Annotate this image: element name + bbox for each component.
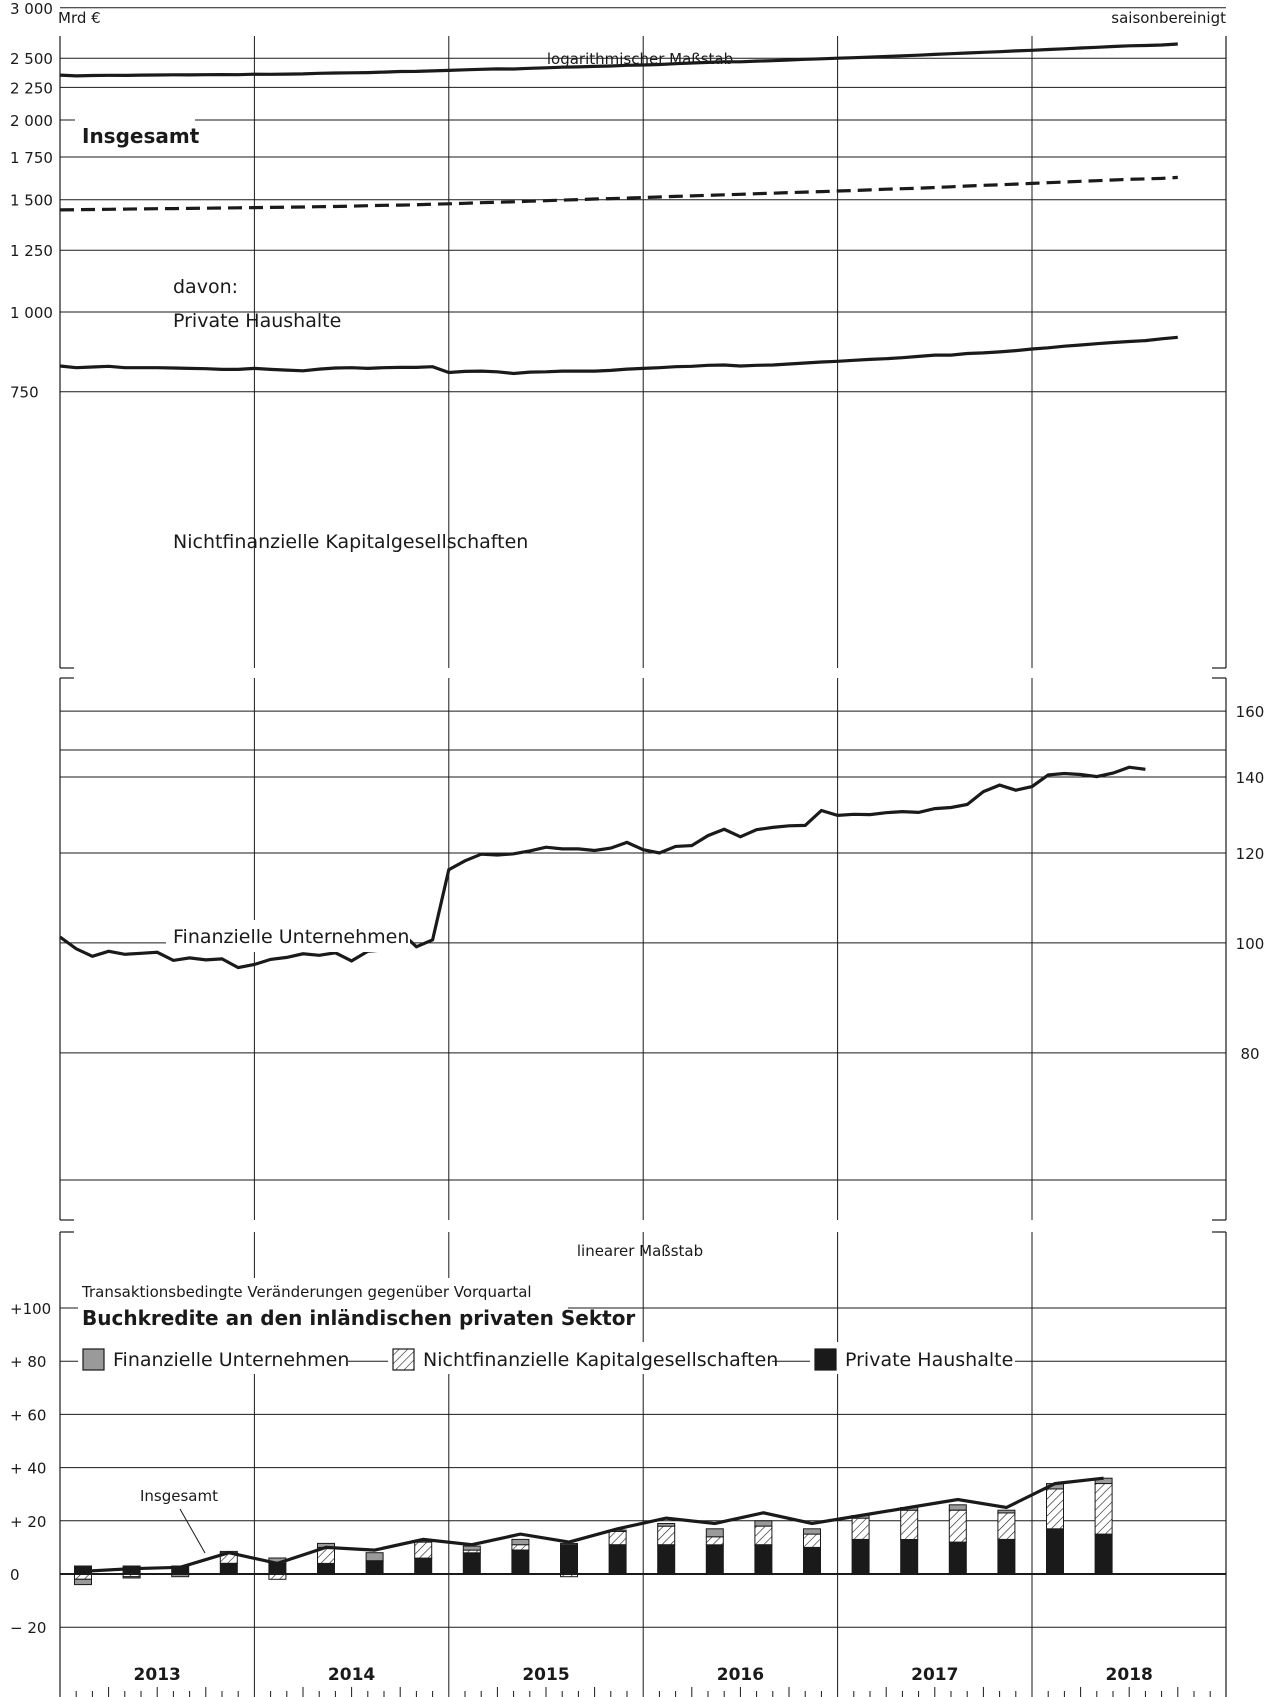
- y-tick-label-left: 1 750: [10, 149, 53, 167]
- series-line-nichtfinanzielle: [59, 335, 1178, 376]
- y-tick-label-bar: + 40: [10, 1460, 46, 1478]
- bar-finanzielle: [754, 1520, 773, 1527]
- bar-private-haushalte: [754, 1544, 773, 1575]
- bar-private-haushalte: [219, 1562, 238, 1575]
- bar-finanzielle: [803, 1528, 821, 1535]
- series-line-private-haushalte: [59, 175, 1178, 212]
- bar-private-haushalte: [317, 1562, 335, 1575]
- bar-private-haushalte: [608, 1544, 627, 1575]
- y-tick-label-left: 2 500: [10, 50, 53, 68]
- bar-nichtfinanzielle: [803, 1533, 821, 1548]
- bar-legend: Finanzielle Unternehmen Nichtfinanzielle…: [78, 1342, 1015, 1374]
- bar-series: [74, 1477, 1113, 1586]
- bar-finanzielle: [462, 1545, 481, 1551]
- y-tick-label-bar: + 80: [10, 1353, 46, 1371]
- legend-label-finanzielle: Finanzielle Unternehmen: [113, 1349, 349, 1371]
- series-line-bar-insgesamt: [82, 1476, 1104, 1573]
- x-tick-label-year: 2018: [1106, 1665, 1153, 1685]
- bar-nichtfinanzielle: [900, 1509, 919, 1540]
- series-line-insgesamt: [59, 42, 1178, 78]
- bar-finanzielle: [948, 1504, 967, 1511]
- y-tick-label-right: 140: [1236, 769, 1265, 787]
- y-tick-label-right: 80: [1240, 1045, 1259, 1063]
- bar-finanzielle: [657, 1523, 676, 1527]
- bar-finanzielle: [365, 1552, 384, 1562]
- bar-private-haushalte: [851, 1538, 870, 1575]
- bar-nichtfinanzielle: [754, 1525, 773, 1546]
- label-nichtfinanzielle: Nichtfinanzielle Kapitalgesellschaften: [173, 531, 528, 553]
- x-tick-label-year: 2015: [522, 1665, 569, 1685]
- label-private-haushalte: Private Haushalte: [173, 310, 341, 332]
- y-tick-label-bar: + 20: [10, 1513, 46, 1531]
- x-tick-label-year: 2017: [911, 1665, 958, 1685]
- y-tick-label-right: 160: [1236, 703, 1265, 721]
- y-tick-label-left: 1 000: [10, 304, 53, 322]
- bar-private-haushalte: [462, 1552, 481, 1575]
- bar-private-haushalte: [511, 1549, 530, 1575]
- linear-scale-label: linearer Maßstab: [577, 1242, 703, 1260]
- legend-label-private-haushalte: Private Haushalte: [845, 1349, 1013, 1371]
- bar-nichtfinanzielle: [705, 1536, 724, 1546]
- bar-private-haushalte: [1046, 1528, 1064, 1575]
- y-tick-label-right: 100: [1236, 935, 1265, 953]
- bar-nichtfinanzielle: [657, 1525, 676, 1546]
- y-tick-label-left: 2 250: [10, 79, 53, 97]
- bar-nichtfinanzielle: [997, 1512, 1016, 1540]
- bar-private-haushalte: [948, 1541, 967, 1575]
- bar-private-haushalte: [997, 1538, 1016, 1575]
- unit-label: Mrd €: [58, 9, 101, 27]
- legend-label-nichtfinanzielle: Nichtfinanzielle Kapitalgesellschaften: [423, 1349, 778, 1371]
- legend-swatch-private-haushalte: [814, 1348, 837, 1371]
- seasonal-label: saisonbereinigt: [1111, 9, 1226, 27]
- x-tick-label-year: 2013: [134, 1665, 181, 1685]
- bar-finanzielle: [122, 1576, 141, 1579]
- y-tick-label-bar: − 20: [10, 1619, 46, 1637]
- bar-private-haushalte: [657, 1544, 676, 1575]
- y-tick-label-left: 3 000: [10, 0, 53, 18]
- bar-nichtfinanzielle: [511, 1544, 530, 1551]
- y-tick-label-bar: 0: [10, 1566, 20, 1584]
- bar-subtitle: Transaktionsbedingte Veränderungen gegen…: [81, 1283, 532, 1301]
- bar-finanzielle: [74, 1578, 92, 1586]
- y-tick-label-left: 750: [10, 384, 39, 402]
- bar-title: Buchkredite an den inländischen privaten…: [82, 1306, 635, 1330]
- label-finanzielle-unternehmen: Finanzielle Unternehmen: [173, 926, 409, 948]
- panel-frames: [59, 36, 1227, 1697]
- bar-nichtfinanzielle: [1046, 1488, 1064, 1530]
- x-tick-label-year: 2016: [717, 1665, 764, 1685]
- legend-swatch-finanzielle: [82, 1348, 105, 1371]
- bar-private-haushalte: [560, 1544, 578, 1575]
- bar-finanzielle: [511, 1538, 530, 1546]
- bar-private-haushalte: [414, 1557, 433, 1575]
- bar-nichtfinanzielle: [608, 1530, 627, 1546]
- series-line-finanzielle-unternehmen: [59, 765, 1146, 970]
- y-tick-label-right: 120: [1236, 845, 1265, 863]
- bar-nichtfinanzielle: [851, 1517, 870, 1540]
- bar-nichtfinanzielle: [948, 1509, 967, 1543]
- bar-nichtfinanzielle: [414, 1541, 433, 1559]
- y-tick-labels: 750 1 000 1 250 1 500 1 750 2 000 2 250 2 500 3 …: [10, 0, 1264, 1637]
- gridlines: [60, 7, 1226, 1697]
- annotation-pointer: [179, 1508, 206, 1554]
- legend-swatch-nichtfinanzielle: [392, 1348, 415, 1371]
- y-tick-label-bar: +100: [10, 1300, 51, 1318]
- bar-private-haushalte: [803, 1546, 821, 1575]
- x-axis: 2013 2014 2015 2016 2017 2018: [75, 1665, 1211, 1697]
- bar-private-haushalte: [705, 1544, 724, 1575]
- bar-nichtfinanzielle: [1094, 1483, 1113, 1535]
- bar-finanzielle: [705, 1528, 724, 1538]
- bar-finanzielle: [997, 1509, 1016, 1514]
- y-tick-label-left: 1 250: [10, 242, 53, 260]
- bar-private-haushalte: [365, 1560, 384, 1575]
- x-tick-label-year: 2014: [328, 1665, 375, 1685]
- label-bar-insgesamt: Insgesamt: [140, 1487, 218, 1505]
- label-insgesamt: Insgesamt: [82, 124, 200, 148]
- bar-private-haushalte: [900, 1538, 919, 1575]
- y-tick-label-left: 2 000: [10, 112, 53, 130]
- y-tick-label-bar: + 60: [10, 1406, 46, 1424]
- y-tick-label-left: 1 500: [10, 192, 53, 210]
- bar-private-haushalte: [1094, 1533, 1113, 1575]
- label-davon: davon:: [173, 276, 238, 298]
